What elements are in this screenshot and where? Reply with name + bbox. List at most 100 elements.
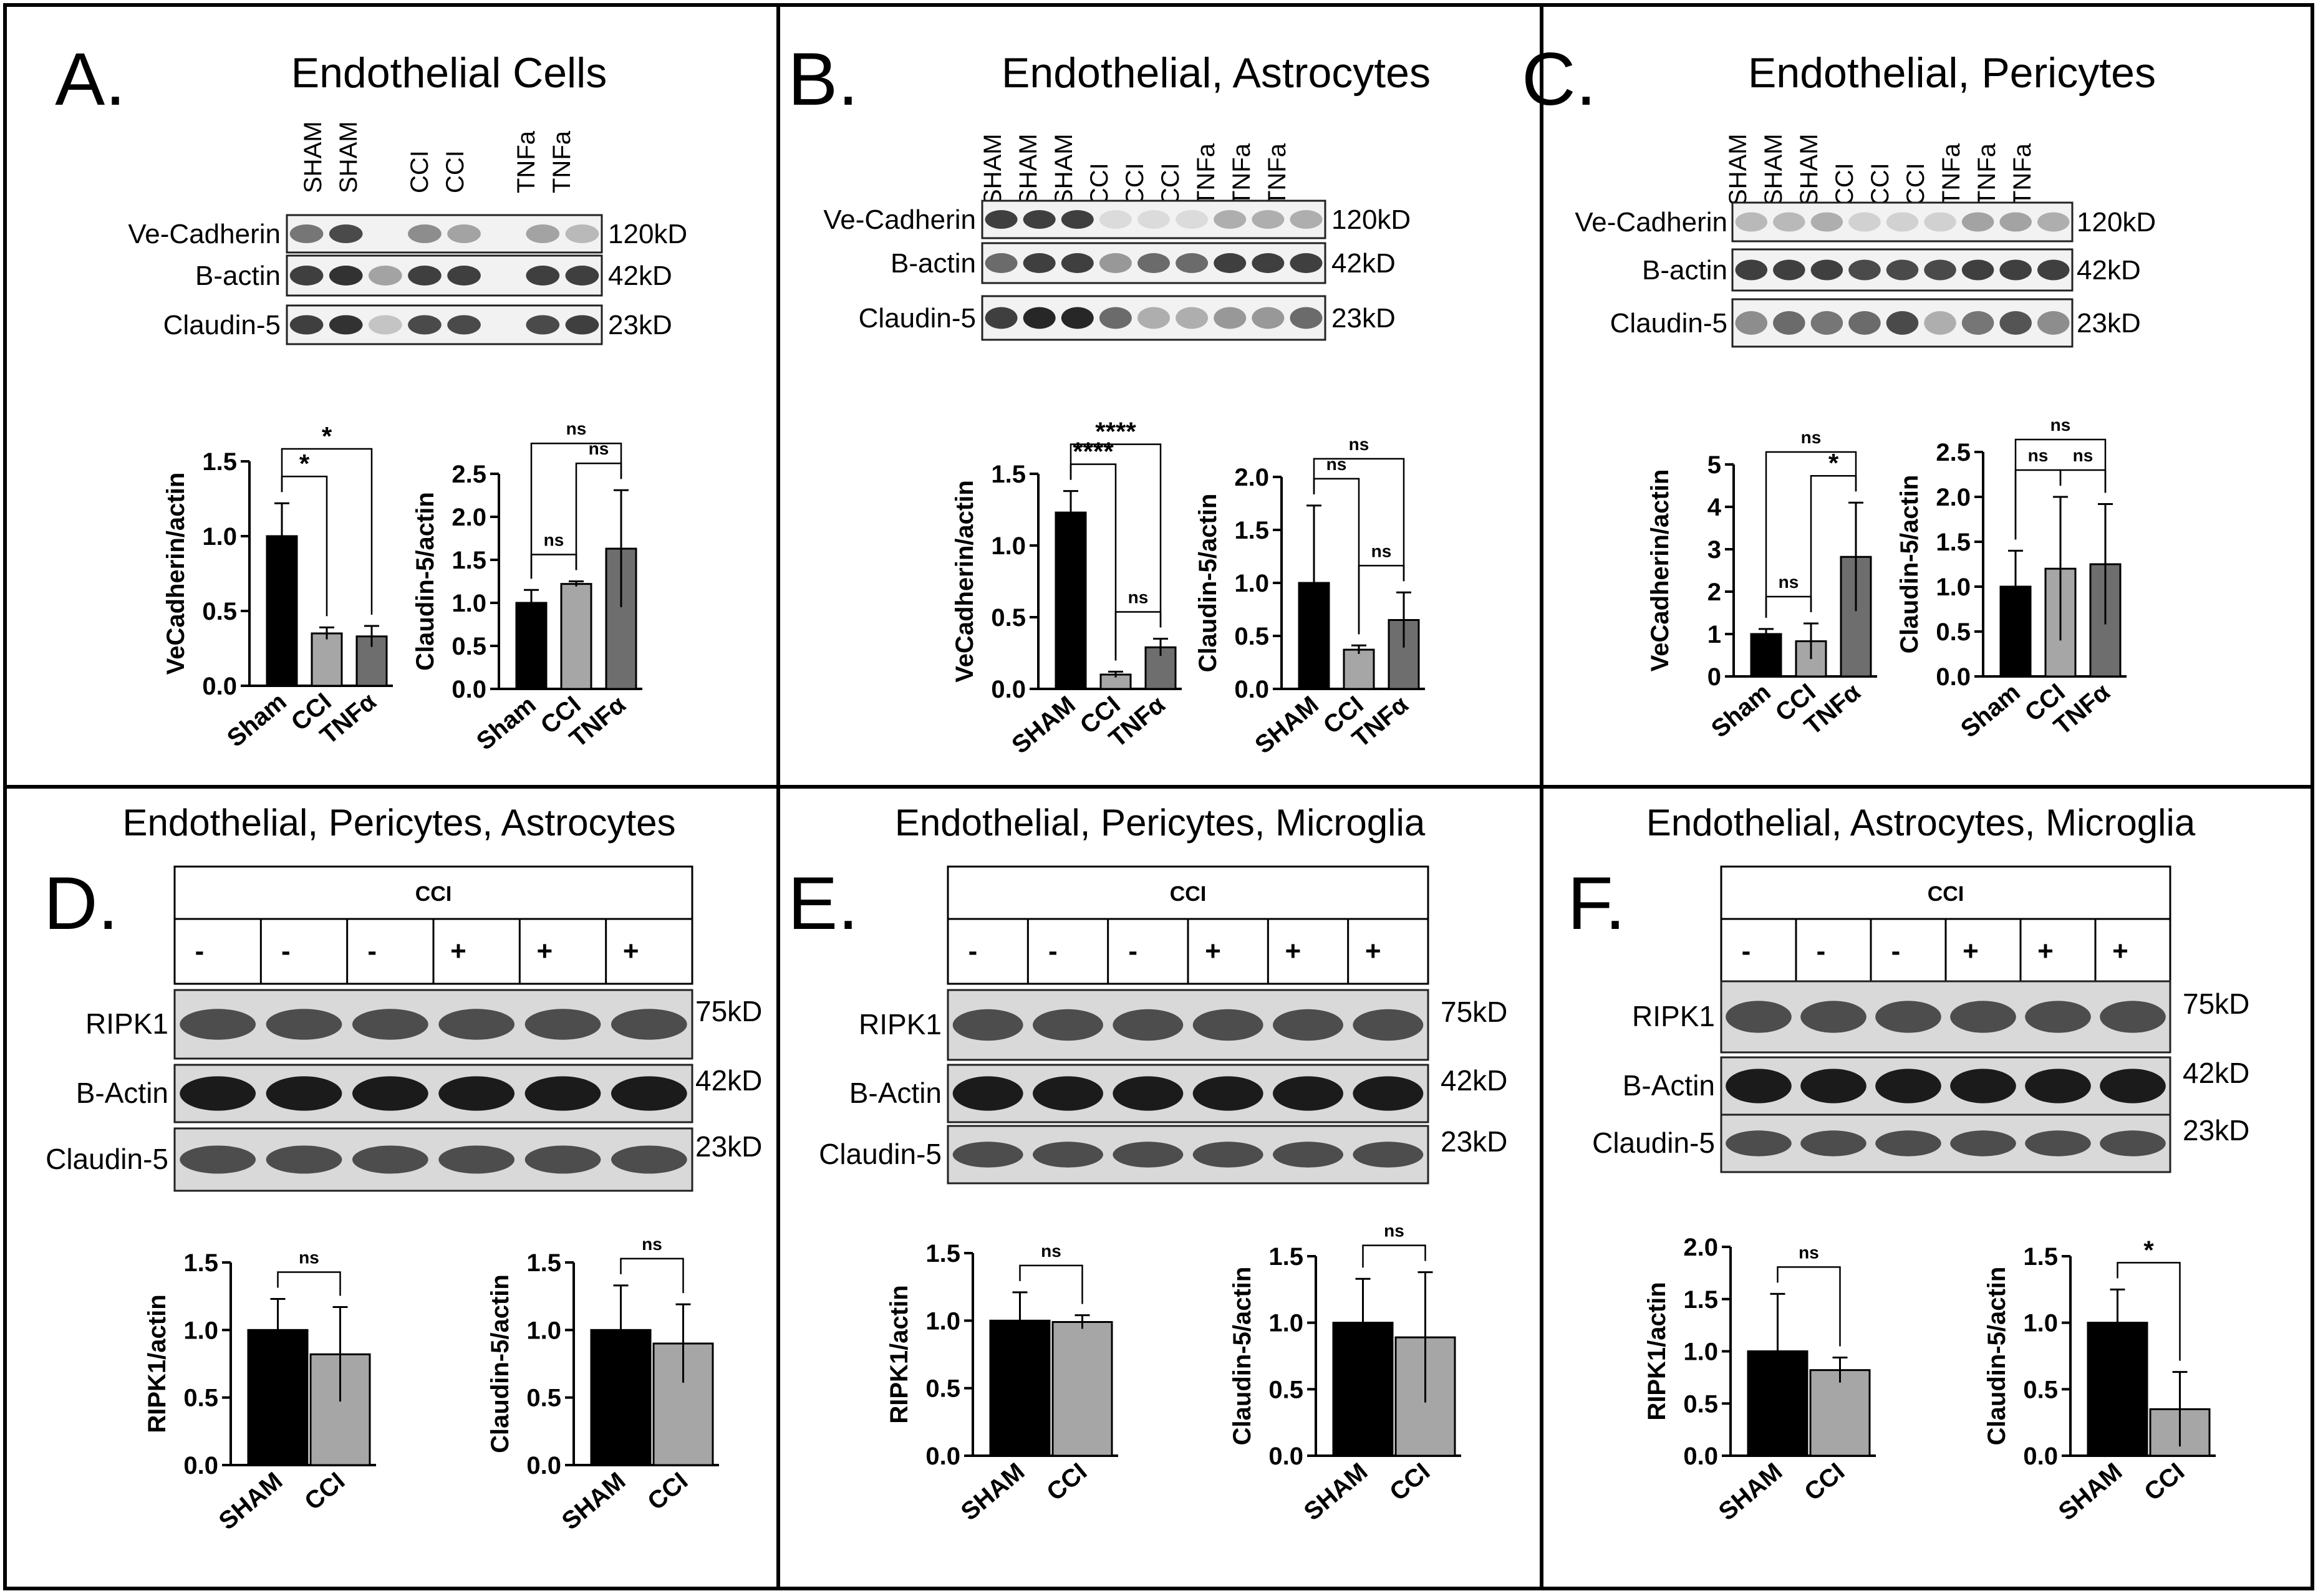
y-axis-label: Claudin-5/actin bbox=[486, 1274, 514, 1453]
lane-label: SHAM bbox=[1724, 133, 1752, 206]
y-tick-label: 0.0 bbox=[1268, 1443, 1303, 1470]
protein-band bbox=[1290, 307, 1323, 329]
protein-band bbox=[565, 224, 599, 243]
band-label: B-actin bbox=[195, 261, 281, 291]
protein-band bbox=[329, 224, 363, 243]
treatment-label: CCI bbox=[415, 882, 452, 906]
y-tick-label: 1.0 bbox=[1936, 574, 1971, 601]
significance-label: * bbox=[2143, 1235, 2154, 1264]
significance-bracket: ns bbox=[1362, 1221, 1426, 1268]
y-tick-label: 1.5 bbox=[1936, 529, 1971, 556]
protein-band bbox=[1353, 1009, 1424, 1041]
band-label: Ve-Cadherin bbox=[128, 219, 281, 249]
treatment-label: CCI bbox=[1928, 882, 1964, 906]
bar-chart: 0.0 0.5 1.0 1.5 2.0 RIPK1/actin SHAM CCI ns bbox=[1643, 1234, 1876, 1526]
protein-band bbox=[1113, 1076, 1184, 1111]
y-tick-label: 1.5 bbox=[2023, 1243, 2058, 1271]
bracket-line bbox=[277, 1271, 341, 1296]
panel-d: D.Endothelial, Pericytes, Astrocytes CCI -… bbox=[44, 802, 762, 1192]
blot-strip bbox=[1720, 1113, 2171, 1173]
bracket-line bbox=[1362, 1244, 1426, 1268]
protein-band bbox=[952, 1009, 1023, 1041]
y-axis-label: RIPK1/actin bbox=[886, 1285, 913, 1423]
bracket-line bbox=[2059, 469, 2107, 493]
y-tick-label: 0.0 bbox=[1936, 663, 1971, 691]
bracket-line bbox=[575, 462, 622, 570]
significance-bracket: ns bbox=[1358, 541, 1405, 635]
protein-band bbox=[2037, 311, 2070, 335]
band-label: Ve-Cadherin bbox=[823, 204, 976, 235]
protein-band bbox=[1023, 210, 1056, 229]
bracket-line bbox=[1070, 463, 1117, 661]
band-label: RIPK1 bbox=[859, 1008, 942, 1041]
bracket-line bbox=[1070, 443, 1162, 628]
significance-bracket: ns bbox=[1313, 435, 1405, 582]
protein-band bbox=[1886, 259, 1919, 281]
protein-band bbox=[1273, 1142, 1343, 1168]
protein-band bbox=[1999, 259, 2032, 281]
y-tick-label: 0.5 bbox=[1234, 623, 1269, 650]
y-tick-label: 2.0 bbox=[1234, 464, 1269, 491]
blot-strip bbox=[981, 242, 1326, 284]
band-size: 120kD bbox=[1331, 204, 1411, 235]
protein-band bbox=[1726, 1130, 1792, 1156]
protein-band bbox=[1875, 1001, 1941, 1033]
blot-strip bbox=[981, 295, 1326, 341]
panel-title: Endothelial, Astrocytes, Microglia bbox=[1646, 802, 2196, 844]
y-tick-label: 0.0 bbox=[452, 676, 486, 703]
lane-label: SHAM bbox=[979, 133, 1007, 206]
y-tick-label: 1.0 bbox=[452, 590, 486, 617]
panel-e: E. Endothelial, Pericytes, Microglia CCI - -… bbox=[788, 802, 1507, 1185]
bar bbox=[560, 583, 592, 690]
protein-band bbox=[1848, 259, 1881, 281]
y-tick-label: 0.0 bbox=[202, 673, 237, 700]
blot-strip bbox=[286, 304, 603, 345]
y-tick-label: 1 bbox=[1707, 621, 1721, 648]
protein-band bbox=[447, 315, 481, 335]
protein-band bbox=[985, 253, 1018, 273]
protein-band bbox=[1176, 253, 1209, 273]
protein-band bbox=[352, 1145, 428, 1174]
bar bbox=[1750, 633, 1782, 678]
protein-band bbox=[1886, 311, 1919, 335]
bracket-line bbox=[1313, 458, 1405, 582]
significance-label: ns bbox=[1128, 588, 1149, 607]
bracket-line bbox=[1358, 565, 1405, 635]
protein-band bbox=[524, 1145, 601, 1174]
significance-bracket: ns bbox=[530, 419, 622, 579]
significance-bracket: ns bbox=[1114, 588, 1162, 661]
protein-band bbox=[1033, 1009, 1103, 1041]
protein-band bbox=[2025, 1001, 2091, 1033]
treatment-label: CCI bbox=[1170, 882, 1207, 906]
blot-frame bbox=[173, 1127, 693, 1192]
protein-band bbox=[447, 266, 481, 286]
bar-chart: 0.0 0.5 1.0 1.5 Claudin-5/actin SHAM CCI ns bbox=[1229, 1221, 1461, 1526]
panel-letter: E. bbox=[788, 862, 858, 945]
y-tick-label: 3 bbox=[1707, 536, 1721, 564]
y-tick-label: 0.0 bbox=[183, 1452, 218, 1479]
y-tick-label: 0.5 bbox=[925, 1375, 960, 1403]
blot-frame bbox=[173, 989, 693, 1060]
significance-label: ns bbox=[566, 419, 587, 438]
protein-band bbox=[368, 266, 402, 286]
treatment-sign: + bbox=[623, 936, 639, 966]
x-tick-label: SHAM bbox=[956, 1458, 1030, 1526]
significance-label: ns bbox=[2028, 446, 2049, 465]
protein-band bbox=[1214, 253, 1247, 273]
protein-band bbox=[408, 315, 442, 335]
y-tick-label: 1.0 bbox=[1268, 1310, 1303, 1337]
lane-label: CCI bbox=[1866, 163, 1894, 206]
treatment-sign: - bbox=[195, 936, 205, 966]
protein-band bbox=[1875, 1069, 1941, 1103]
y-tick-label: 1.5 bbox=[1268, 1243, 1303, 1271]
treatment-sign: + bbox=[2112, 936, 2128, 966]
y-tick-label: 0.5 bbox=[1936, 618, 1971, 646]
bracket-line bbox=[281, 448, 373, 615]
y-axis-label: RIPK1/actin bbox=[1643, 1282, 1671, 1420]
band-label: RIPK1 bbox=[85, 1007, 168, 1040]
protein-band bbox=[2037, 259, 2070, 281]
lane-label: SHAM bbox=[1015, 133, 1042, 206]
protein-band bbox=[2100, 1130, 2166, 1156]
lane-label: CCI bbox=[1831, 163, 1858, 206]
